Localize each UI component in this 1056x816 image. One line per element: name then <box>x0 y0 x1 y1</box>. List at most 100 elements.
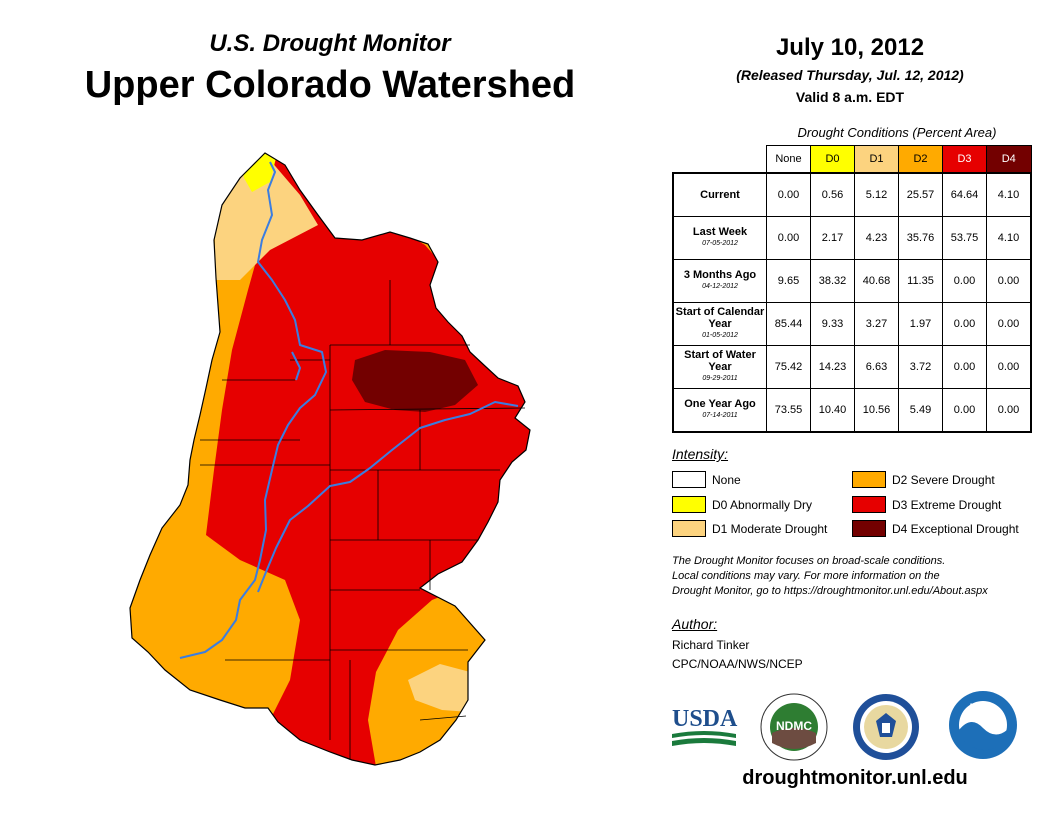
legend-item-d4: D4 Exceptional Drought <box>852 520 1019 537</box>
map-subtitle: U.S. Drought Monitor <box>209 30 451 57</box>
legend-item-d3: D3 Extreme Drought <box>852 496 1001 513</box>
drought-conditions-table: None D0 D1 D2 D3 D4 Current 0.00 0.56 5.… <box>672 145 1032 433</box>
table-cell: 4.10 <box>986 216 1032 260</box>
table-cell: 3.72 <box>898 345 943 389</box>
usda-logo-text: USDA <box>672 706 738 732</box>
table-cell: 10.40 <box>810 388 855 433</box>
d1-zone-north <box>215 160 318 280</box>
table-cell: 35.76 <box>898 216 943 260</box>
row-label: Start of Water Year 09-29-2011 <box>672 345 767 389</box>
table-cell: 0.00 <box>942 302 987 346</box>
legend-label: D4 Exceptional Drought <box>892 521 1019 536</box>
row-label: One Year Ago 07-14-2011 <box>672 388 767 433</box>
col-header-none: None <box>766 145 811 174</box>
county-lines <box>200 280 526 760</box>
website-url[interactable]: droughtmonitor.unl.edu <box>742 767 968 789</box>
ndmc-logo-text: NDMC <box>776 719 812 733</box>
row-date: 07-05-2012 <box>702 240 738 247</box>
legend-label: D2 Severe Drought <box>892 472 995 487</box>
table-row: Start of Water Year 09-29-2011 75.42 14.2… <box>672 345 1032 389</box>
row-label: Start of Calendar Year 01-05-2012 <box>672 302 767 346</box>
commerce-seal-icon <box>853 694 919 760</box>
table-cell: 0.00 <box>766 172 811 217</box>
row-date: 04-12-2012 <box>702 283 738 290</box>
col-header-d0: D0 <box>810 145 855 174</box>
table-row: Current 0.00 0.56 5.12 25.57 64.64 4.10 <box>672 172 1032 217</box>
watershed-map <box>129 152 531 766</box>
legend-swatch <box>672 471 706 488</box>
disclaimer-note: The Drought Monitor focuses on broad-sca… <box>672 554 1042 599</box>
table-cell: 4.23 <box>854 216 899 260</box>
table-cell: 0.00 <box>766 216 811 260</box>
legend-item-d0: D0 Abnormally Dry <box>672 496 812 513</box>
note-line: The Drought Monitor focuses on broad-sca… <box>672 555 946 567</box>
rivers <box>179 161 519 659</box>
table-row: Last Week 07-05-2012 0.00 2.17 4.23 35.76… <box>672 216 1032 260</box>
row-date: 09-29-2011 <box>702 375 738 382</box>
basin-outline <box>129 152 531 766</box>
table-cell: 0.00 <box>942 345 987 389</box>
legend-label: D1 Moderate Drought <box>712 521 828 536</box>
legend-item-d2: D2 Severe Drought <box>852 471 995 488</box>
table-cell: 9.33 <box>810 302 855 346</box>
legend-swatch <box>852 496 886 513</box>
release-date: (Released Thursday, Jul. 12, 2012) <box>736 67 964 83</box>
table-cell: 10.56 <box>854 388 899 433</box>
row-label: Last Week 07-05-2012 <box>672 216 767 260</box>
col-header-d4: D4 <box>986 145 1032 174</box>
legend-swatch <box>672 520 706 537</box>
table-cell: 14.23 <box>810 345 855 389</box>
legend-swatch <box>672 496 706 513</box>
table-cell: 9.65 <box>766 259 811 303</box>
table-cell: 0.00 <box>986 259 1032 303</box>
table-cell: 38.32 <box>810 259 855 303</box>
col-header-d2: D2 <box>898 145 943 174</box>
row-date: 01-05-2012 <box>702 332 738 339</box>
table-cell: 0.00 <box>986 388 1032 433</box>
header-corner <box>673 146 767 174</box>
table-cell: 3.27 <box>854 302 899 346</box>
author-heading: Author: <box>672 616 718 632</box>
legend-swatch <box>852 471 886 488</box>
legend-item-d1: D1 Moderate Drought <box>672 520 827 537</box>
table-cell: 85.44 <box>766 302 811 346</box>
noaa-logo-text: NOAA <box>970 702 997 712</box>
author-org: CPC/NOAA/NWS/NCEP <box>672 657 803 671</box>
legend-title: Intensity: <box>672 446 729 462</box>
table-cell: 53.75 <box>942 216 987 260</box>
conditions-caption: Drought Conditions (Percent Area) <box>797 125 997 140</box>
d1-zone-southeast <box>408 664 470 712</box>
d4-zone <box>352 350 478 412</box>
table-cell: 40.68 <box>854 259 899 303</box>
table-cell: 4.10 <box>986 172 1032 217</box>
legend-swatch <box>852 520 886 537</box>
table-cell: 75.42 <box>766 345 811 389</box>
table-row: Start of Calendar Year 01-05-2012 85.44 9… <box>672 302 1032 346</box>
legend-label: D3 Extreme Drought <box>892 497 1002 512</box>
table-cell: 5.49 <box>898 388 943 433</box>
col-header-d3: D3 <box>942 145 987 174</box>
table-cell: 0.00 <box>986 302 1032 346</box>
map-title: Upper Colorado Watershed <box>84 64 576 106</box>
table-cell: 0.00 <box>942 259 987 303</box>
table-cell: 64.64 <box>942 172 987 217</box>
legend-label: None <box>712 472 741 487</box>
usda-logo: USDA <box>672 706 738 746</box>
valid-time: Valid 8 a.m. EDT <box>795 89 905 105</box>
author-name: Richard Tinker <box>672 638 750 652</box>
table-cell: 25.57 <box>898 172 943 217</box>
table-cell: 0.00 <box>986 345 1032 389</box>
table-cell: 11.35 <box>898 259 943 303</box>
green-river <box>179 161 327 659</box>
colorado-river <box>257 401 519 593</box>
ndmc-logo: NDMC <box>760 693 828 761</box>
row-label: Current <box>672 172 767 217</box>
table-cell: 2.17 <box>810 216 855 260</box>
table-cell: 0.00 <box>942 388 987 433</box>
noaa-logo: NOAA <box>949 691 1017 759</box>
legend-label: D0 Abnormally Dry <box>712 497 813 512</box>
table-cell: 1.97 <box>898 302 943 346</box>
tributary <box>291 351 301 381</box>
col-header-d1: D1 <box>854 145 899 174</box>
map-date: July 10, 2012 <box>775 34 925 61</box>
